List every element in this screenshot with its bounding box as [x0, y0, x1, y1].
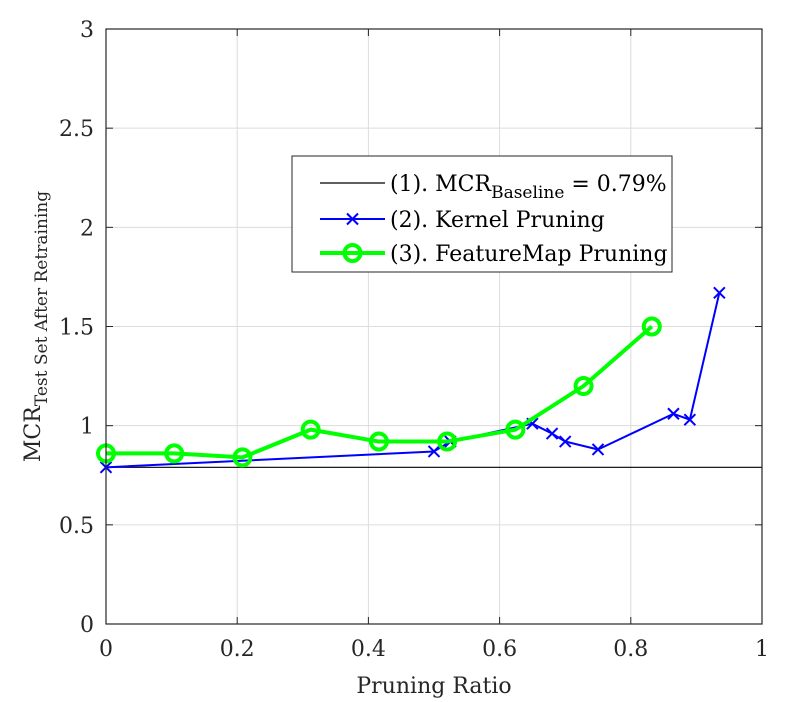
legend-baseline-subscript: Baseline — [491, 183, 564, 203]
featuremap-pruning-series — [96, 316, 662, 468]
x-tick-label: 0 — [99, 637, 113, 662]
data-point-x — [667, 407, 680, 420]
grid — [105, 28, 763, 625]
marker-stroke — [526, 417, 539, 430]
y-tick-label: 1.5 — [59, 316, 94, 341]
data-point-x — [683, 413, 697, 426]
y-axis-title-subscript: Test Set After Retraining — [32, 191, 52, 406]
data-point-x — [558, 435, 572, 448]
x-tick-label: 0.2 — [220, 637, 255, 662]
marker-stroke — [667, 407, 680, 420]
marker-stroke — [427, 445, 441, 458]
y-tick-label: 0 — [80, 613, 94, 638]
data-point-x — [545, 427, 559, 440]
marker-stroke — [683, 413, 697, 426]
legend: (1). MCRBaseline = 0.79% (2). Kernel Pru… — [291, 155, 673, 273]
marker-stroke — [558, 435, 572, 448]
y-tick-label: 3 — [80, 18, 94, 43]
data-point-o — [505, 419, 526, 440]
axis-ticks: 0 0.2 0.4 0.6 0.8 1 0 0.5 1 1.5 2 2.5 3 — [59, 18, 769, 662]
legend-baseline-tail: = 0.79% — [564, 172, 666, 197]
data-point-o — [641, 316, 662, 337]
legend-sample-featuremap-marker — [342, 243, 363, 263]
y-axis-title: MCRTest Set After Retraining — [21, 191, 52, 462]
data-point-x — [713, 286, 726, 299]
marker-stroke — [713, 286, 726, 299]
legend-label-featuremap: (3). FeatureMap Pruning — [390, 242, 668, 267]
marker-stroke — [591, 443, 605, 456]
data-point-o — [368, 431, 389, 452]
series-line — [106, 324, 654, 460]
legend-entries — [320, 182, 385, 263]
data-point-o — [437, 431, 458, 452]
y-tick-label: 2 — [80, 216, 94, 241]
data-point-o — [300, 419, 321, 440]
data-point-x — [591, 443, 605, 456]
legend-baseline-main: (1). MCR — [390, 172, 493, 197]
x-axis-title: Pruning Ratio — [356, 674, 511, 699]
legend-label-baseline: (1). MCRBaseline = 0.79% — [390, 172, 667, 203]
y-tick-label: 2.5 — [59, 117, 94, 142]
y-tick-label: 0.5 — [59, 514, 94, 539]
data-point-o — [164, 443, 185, 464]
data-point-o — [573, 376, 594, 396]
y-axis-title-main: MCR — [21, 405, 46, 462]
legend-label-kernel: (2). Kernel Pruning — [390, 208, 605, 233]
x-tick-label: 1 — [755, 637, 769, 662]
y-tick-label: 1 — [80, 415, 94, 440]
data-series — [96, 286, 726, 474]
legend-sample-kernel-marker — [346, 212, 359, 226]
x-tick-label: 0.8 — [613, 637, 648, 662]
x-tick-label: 0.6 — [482, 637, 517, 662]
marker-stroke — [545, 427, 559, 440]
data-point-o — [232, 447, 253, 468]
data-point-x — [427, 445, 441, 458]
x-tick-label: 0.4 — [351, 637, 386, 662]
marker-stroke — [346, 212, 359, 226]
